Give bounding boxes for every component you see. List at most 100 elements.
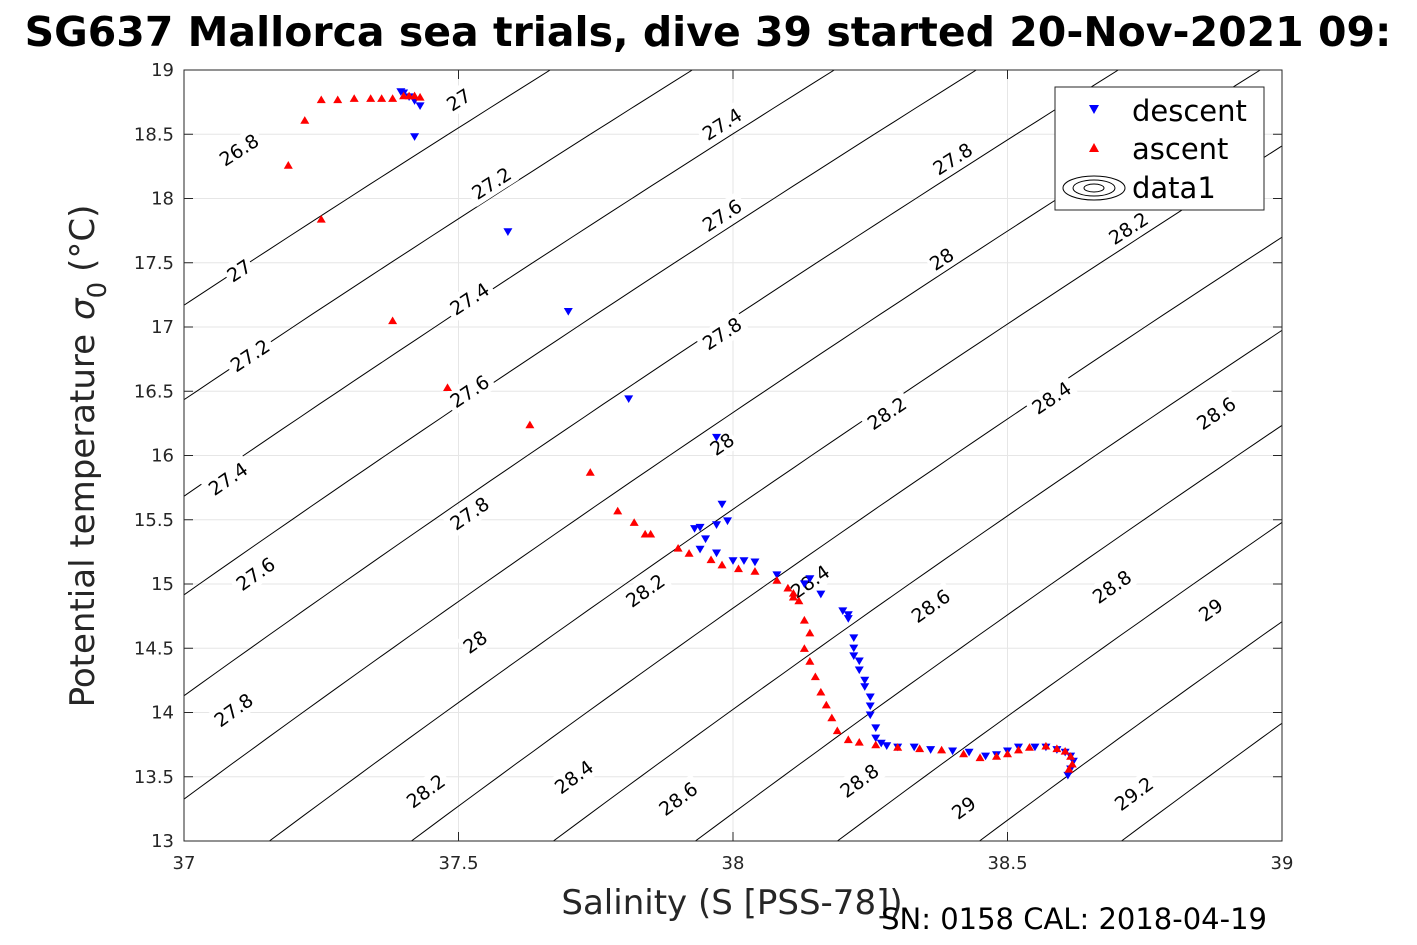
descent-point <box>750 558 760 567</box>
descent-point <box>871 734 881 743</box>
descent-point <box>712 433 722 442</box>
ascent-point <box>1003 749 1012 758</box>
contour-label-background <box>1084 562 1140 611</box>
contour-label-background <box>442 367 497 416</box>
descent-point <box>865 702 875 711</box>
chart-title: SG637 Mallorca sea trials, dive 39 start… <box>25 8 1392 56</box>
descent-point <box>849 644 859 653</box>
descent-point <box>712 549 722 558</box>
contour-label-background <box>463 159 519 207</box>
contour-label-background <box>694 309 750 358</box>
ascent-point <box>915 744 925 753</box>
isopycnal-line <box>978 621 1282 841</box>
ascent-point <box>613 506 623 515</box>
contour-label-background <box>923 241 960 277</box>
ascent-point <box>1041 741 1051 750</box>
ascent-point <box>788 592 798 601</box>
ascent-point <box>316 95 326 104</box>
descent-point <box>860 676 870 685</box>
ascent-point <box>959 749 969 758</box>
descent-point <box>909 743 919 752</box>
y-tick-label: 14 <box>151 703 174 724</box>
ascent-point <box>366 94 376 102</box>
contour-label-background <box>1100 204 1156 252</box>
ascent-point <box>629 518 639 526</box>
contour-label-background <box>945 789 982 826</box>
descent-point <box>723 517 733 526</box>
contour-label-background <box>1106 769 1162 818</box>
contour-label-background <box>694 100 750 148</box>
serial-calibration-footer: SN: 0158 CAL: 2018-04-19 <box>881 902 1267 936</box>
ascent-point <box>525 420 535 429</box>
contour-label-background <box>200 454 256 503</box>
descent-point <box>854 666 864 675</box>
y-axis-label-space: σ <box>63 297 103 320</box>
contour-label-background <box>859 389 915 438</box>
y-axis-label-unit: (°C) <box>63 205 103 272</box>
isopycnal-line <box>184 70 552 306</box>
descent-point <box>816 590 826 599</box>
contour-label-background <box>1023 373 1079 422</box>
ascent-point <box>893 743 903 751</box>
ascent-point <box>377 94 387 102</box>
descent-point <box>1030 743 1040 752</box>
legend: descent ascent data1 <box>1054 86 1265 211</box>
contour-label-background <box>832 756 887 806</box>
ascent-point <box>1013 745 1023 754</box>
contour-label-background <box>925 135 981 183</box>
x-tick-label: 37.5 <box>438 853 478 874</box>
data-points <box>283 88 1078 780</box>
descent-point <box>871 724 881 732</box>
isopycnal-line <box>184 70 836 497</box>
ascent-point <box>854 738 864 746</box>
contour-label-background <box>442 489 497 538</box>
ascent-point <box>316 215 326 223</box>
contour-label-background <box>222 331 278 380</box>
contour-label-background <box>546 752 602 802</box>
descent-point <box>799 580 809 589</box>
y-tick-label: 15.5 <box>134 510 174 531</box>
legend-descent-marker <box>1089 105 1099 114</box>
ascent-point <box>1067 759 1077 768</box>
contour-label-background <box>703 426 741 462</box>
ascent-point <box>799 644 809 652</box>
ascent-point <box>794 596 804 605</box>
ascent-point <box>646 529 656 538</box>
descent-point <box>805 575 815 583</box>
legend-box <box>1054 86 1265 211</box>
ascent-point <box>706 555 716 564</box>
x-axis-label: Salinity (S [PSS-78]) <box>561 883 902 923</box>
descent-point <box>854 657 864 666</box>
descent-point <box>624 395 634 404</box>
contour-label-background <box>1192 591 1229 628</box>
descent-point <box>948 747 958 756</box>
ascent-point <box>805 657 815 665</box>
ascent-point <box>585 468 595 476</box>
legend-ascent-marker <box>1089 143 1099 152</box>
contour-label-background <box>211 126 267 174</box>
isopycnal-line <box>184 70 1120 697</box>
ascent-point <box>717 560 727 569</box>
descent-point <box>1063 771 1073 780</box>
x-tick-label: 39 <box>1271 853 1294 874</box>
x-tick-label: 37 <box>173 853 196 874</box>
x-tick-label: 38 <box>722 853 745 874</box>
ascent-point <box>783 583 793 592</box>
ascent-point <box>673 543 683 552</box>
ascent-point <box>283 161 293 169</box>
isopycnal-line <box>552 329 1282 841</box>
contour-label-background <box>220 252 258 289</box>
y-tick-label: 18 <box>151 189 174 210</box>
ascent-point <box>1024 743 1034 751</box>
isopycnal-line <box>184 70 694 401</box>
ascent-point <box>750 567 760 575</box>
y-tick-label: 13 <box>151 831 174 852</box>
ascent-point <box>937 745 947 754</box>
isopycnal-line <box>268 145 1282 841</box>
ascent-point <box>788 588 798 597</box>
descent-point <box>410 133 420 141</box>
y-tick-label: 16.5 <box>134 381 174 402</box>
axis-ticks: 37 37.5 38 38.5 39 13 13.5 14 14.5 15 15.5 16 16.5 17… <box>134 60 1294 874</box>
isopycnal-line <box>694 424 1282 841</box>
